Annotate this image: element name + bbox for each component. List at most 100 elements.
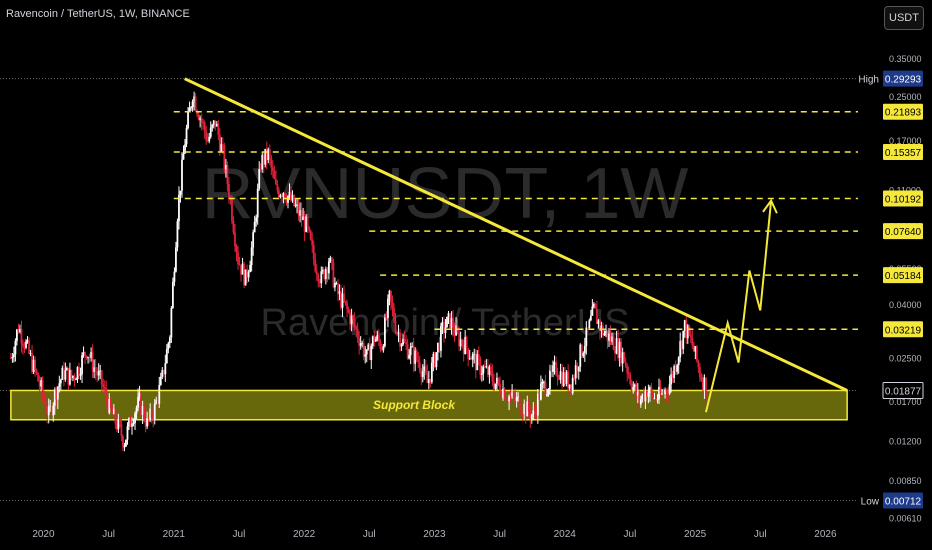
candle [556, 367, 559, 386]
candle [12, 346, 15, 363]
candle-body [335, 282, 338, 284]
candle-body [430, 362, 433, 383]
candle [564, 367, 567, 387]
candle [418, 355, 421, 374]
candle [93, 359, 96, 379]
candle [692, 341, 695, 352]
candle-body [412, 345, 415, 364]
candle [497, 377, 500, 387]
candle [175, 241, 177, 273]
candle [96, 366, 99, 383]
candle-body [28, 340, 30, 354]
candle-body [582, 352, 585, 357]
candle [539, 375, 542, 401]
candle [276, 180, 279, 194]
candle-body [258, 168, 261, 189]
candle [162, 369, 165, 378]
candle-body [586, 327, 589, 329]
candle [123, 442, 126, 452]
candle [549, 364, 551, 395]
candle [645, 389, 648, 398]
candle-body [362, 343, 365, 357]
candle [327, 257, 330, 280]
candle [617, 329, 620, 361]
projection-group [704, 198, 778, 413]
candle [114, 406, 117, 430]
candle [526, 395, 529, 417]
candle-body [237, 252, 239, 265]
candle-body [609, 333, 612, 342]
candle-body [437, 342, 439, 353]
candle-body [615, 337, 618, 354]
candle-body [576, 365, 579, 372]
candle-body [591, 306, 594, 316]
candle [627, 366, 630, 379]
candle-body [35, 369, 38, 373]
candle [79, 367, 82, 380]
candle [256, 183, 259, 225]
candle [588, 318, 591, 329]
candle-body [294, 205, 297, 207]
candle-body [185, 128, 188, 145]
candle-body [618, 341, 621, 358]
resistance-price-label: 0.10192 [885, 194, 922, 205]
candle-body [617, 337, 620, 358]
candle [453, 322, 456, 343]
candle-body [187, 112, 189, 129]
candle [16, 328, 18, 346]
candle-body [332, 262, 335, 288]
candle [243, 262, 245, 289]
candle-body [188, 107, 191, 113]
candle-body [103, 387, 106, 389]
candle [28, 337, 30, 355]
candle [623, 351, 626, 363]
candle [138, 385, 141, 401]
candle-body [118, 419, 121, 425]
price-tick-label: 0.00850 [889, 476, 922, 486]
candle-body [417, 359, 420, 363]
candle-body [499, 383, 501, 394]
candle [676, 363, 679, 375]
candle [223, 142, 226, 174]
candle-body [343, 293, 345, 302]
candle [47, 398, 50, 424]
candle-body [688, 325, 691, 335]
candle-body [329, 257, 332, 262]
candle-body [636, 391, 639, 396]
high-price-badge [883, 70, 923, 87]
candle [695, 345, 698, 363]
resistance-price-badge [883, 223, 923, 240]
candle-body [686, 325, 689, 339]
currency-button[interactable]: USDT [884, 6, 924, 30]
candle [343, 285, 345, 303]
candle [331, 256, 333, 271]
candle [505, 396, 507, 401]
candle-body [611, 336, 613, 342]
candle [349, 309, 351, 331]
candle-body [176, 221, 179, 248]
candle-body [506, 399, 509, 402]
candle-body [641, 394, 644, 400]
candle [705, 377, 707, 403]
candle-body [485, 365, 488, 368]
time-tick-label: 2026 [814, 529, 837, 540]
candle-body [218, 135, 221, 152]
current-price-label: 0.01877 [885, 386, 922, 397]
candle-body [61, 367, 64, 380]
candle-body [340, 291, 342, 308]
candle-body [444, 327, 447, 334]
candle-body [264, 148, 267, 165]
candle [150, 403, 153, 424]
descending-trendline [183, 77, 848, 392]
candle [680, 339, 683, 355]
candle [318, 278, 321, 288]
candle-body [243, 263, 245, 286]
current-price-badge [882, 381, 924, 399]
candle-body [62, 367, 65, 380]
candle [647, 384, 650, 404]
time-axis[interactable]: 2020 Jul 2021 Jul 2022 Jul 2023 Jul 2024 Jul 2025 J… [32, 529, 837, 540]
candle [408, 349, 411, 360]
candle [155, 396, 158, 405]
candle-body [433, 353, 436, 368]
